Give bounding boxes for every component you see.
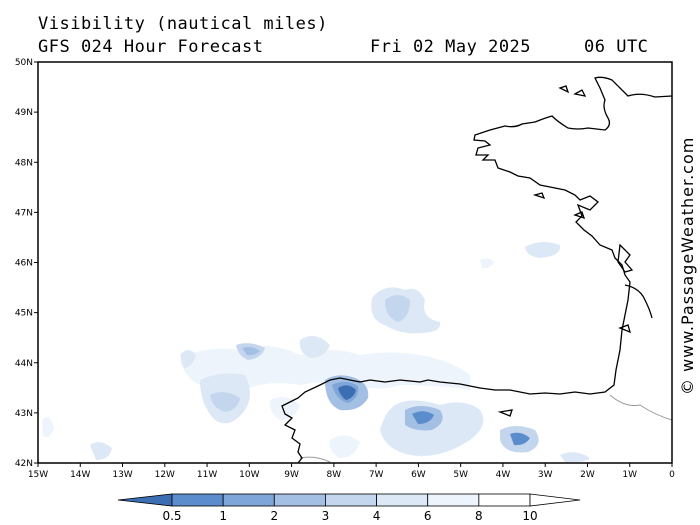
lat-label: 43N [15,409,33,419]
lon-label: 8W [327,470,342,480]
colorbar-label: 1 [219,509,227,523]
coastline [281,76,673,464]
colorbar-min-arrow [117,493,173,507]
lon-label: 9W [284,470,299,480]
forecast-date: Fri 02 May 2025 [370,37,532,57]
colorbar-label: 6 [424,509,432,523]
lat-label: 50N [15,58,33,68]
colorbar-swatch [376,493,429,507]
lon-label: 12W [155,470,175,480]
lat-label: 42N [15,459,33,469]
lon-label: 11W [197,470,217,480]
lon-label: 14W [70,470,90,480]
lat-label: 44N [15,359,33,369]
forecast-time: 06 UTC [584,37,649,57]
lon-label: 13W [112,470,132,480]
colorbar-swatch [171,493,224,507]
colorbar-swatch [478,493,531,507]
lon-label: 10W [239,470,259,480]
lon-label: 6W [411,470,426,480]
forecast-label: GFS 024 Hour Forecast [38,37,264,57]
lon-label: 1W [622,470,637,480]
visibility-shading [42,241,590,463]
colorbar-label: 0.5 [162,509,181,523]
lon-label: 2W [580,470,595,480]
lon-label: 3W [538,470,553,480]
latitude-axis: 50N 49N 48N 47N 46N 45N 44N 43N 42N [15,58,38,469]
lat-label: 48N [15,158,33,168]
lon-label: 7W [369,470,384,480]
colorbar: 0.5 1 2 3 4 6 8 10 [117,493,581,523]
longitude-axis: 15W 14W 13W 12W 11W 10W 9W 8W 7W 6W 5W 4W 3W 2W 1W 0 [28,463,675,480]
lon-label: 15W [28,470,48,480]
lon-label: 4W [496,470,511,480]
lon-label: 5W [453,470,468,480]
colorbar-swatch [222,493,275,507]
colorbar-label: 3 [322,509,330,523]
colorbar-swatch [325,493,377,507]
colorbar-label: 10 [522,509,537,523]
colorbar-swatch [427,493,480,507]
colorbar-label: 8 [475,509,483,523]
lat-label: 45N [15,309,33,319]
lat-label: 46N [15,259,33,269]
colorbar-max-arrow [529,493,581,507]
watermark: © www.PassageWeather.com [678,137,697,395]
lon-label: 0 [669,470,675,480]
lat-label: 47N [15,208,33,218]
map-title: Visibility (nautical miles) [38,14,328,34]
colorbar-label: 4 [373,509,381,523]
colorbar-swatch [273,493,326,507]
lat-label: 49N [15,108,33,118]
colorbar-label: 2 [270,509,278,523]
